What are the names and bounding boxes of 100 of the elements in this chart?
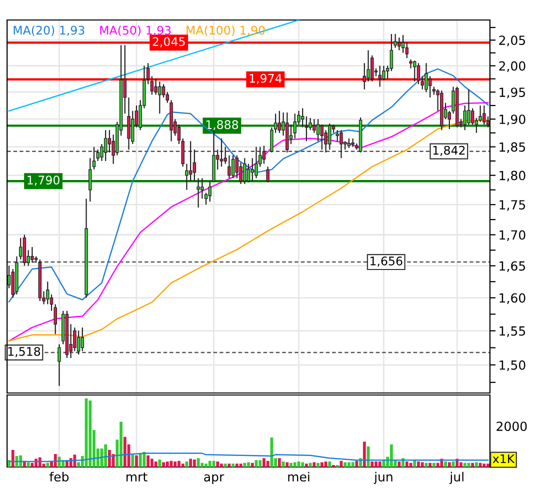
bar: [216, 462, 220, 467]
candlestick: [401, 34, 405, 54]
bar: [150, 458, 154, 467]
bar: [138, 453, 142, 467]
y-tick-label: 1,80: [500, 170, 526, 182]
candlestick: [293, 113, 296, 139]
bar: [278, 458, 281, 467]
y-tick-label: 2,00: [499, 61, 526, 72]
bar: [270, 438, 274, 467]
candlestick: [246, 163, 250, 183]
bar: [158, 459, 162, 467]
bar: [112, 454, 115, 467]
bar: [135, 455, 138, 467]
bar: [26, 462, 30, 467]
bar: [405, 462, 408, 467]
bar: [428, 462, 432, 467]
bar: [174, 462, 177, 467]
bar: [192, 459, 196, 467]
candlestick: [312, 118, 316, 134]
bar: [305, 464, 308, 467]
bar: [243, 462, 246, 467]
candlestick: [196, 178, 200, 208]
bar: [351, 462, 354, 467]
bar: [162, 462, 165, 467]
candlestick: [228, 154, 231, 179]
bar: [46, 462, 50, 467]
ref-line-label: 1,518: [8, 346, 40, 358]
bar: [11, 450, 14, 467]
bar: [436, 462, 440, 467]
y-tick-label: 1,60: [500, 293, 526, 304]
bar: [290, 462, 292, 467]
ref-line-label: 2,045: [152, 37, 185, 48]
candlestick: [30, 246, 34, 264]
bar: [316, 462, 320, 467]
candlestick: [58, 344, 61, 386]
y-tick-label: 1,65: [500, 261, 526, 272]
bar: [471, 462, 474, 467]
bar: [362, 442, 366, 467]
y-tick-label: 2,05: [499, 36, 526, 46]
bar: [123, 436, 126, 467]
candlestick: [482, 104, 486, 126]
x-tick-label: jun: [374, 472, 392, 484]
bar: [258, 460, 262, 467]
bar: [189, 458, 192, 467]
bar: [308, 462, 312, 467]
bar: [348, 462, 350, 467]
y-tick-label: 1,70: [500, 230, 526, 241]
text: MA(20) 1,93: [14, 26, 84, 36]
x-tick-label: feb: [50, 472, 69, 482]
candlestick: [154, 78, 158, 96]
bar: [482, 464, 486, 467]
y-tick-label: 1,95: [500, 88, 526, 98]
bar: [355, 460, 358, 467]
text: MA(100) 1,90: [186, 26, 265, 36]
candlestick: [390, 33, 394, 72]
bar: [474, 462, 478, 467]
candlestick: [220, 138, 224, 168]
bar: [312, 462, 316, 467]
y-tick-label: 1,85: [500, 142, 526, 154]
bar: [30, 462, 34, 467]
bar: [320, 462, 324, 467]
line-series: [8, 68, 489, 302]
text: 2000: [496, 422, 527, 432]
candlestick: [231, 154, 235, 179]
ref-line-label: 1,656: [370, 256, 402, 267]
bar: [370, 462, 374, 467]
bar: [432, 462, 436, 467]
bar: [328, 462, 332, 467]
candlestick: [150, 76, 154, 96]
bar: [181, 464, 184, 467]
text: x1K: [492, 454, 515, 464]
bar: [247, 462, 250, 467]
ref-line-label: 1,974: [250, 74, 282, 84]
bar: [463, 462, 466, 467]
candlestick: [409, 58, 412, 69]
bar: [232, 464, 235, 467]
bar: [166, 462, 169, 467]
candlestick: [80, 326, 84, 352]
bar: [108, 450, 111, 467]
candlestick: [300, 108, 304, 128]
x-tick-label: jul: [449, 472, 464, 484]
candlestick: [347, 138, 351, 149]
candlestick: [262, 145, 266, 164]
bar: [196, 458, 200, 467]
bar: [19, 455, 22, 467]
bar: [448, 462, 451, 467]
candlestick: [278, 110, 282, 134]
bar: [420, 462, 424, 467]
text: MA(50) 1,93: [100, 26, 171, 36]
bar: [73, 454, 76, 467]
bar: [154, 462, 158, 467]
bar: [378, 462, 382, 467]
candlestick: [76, 330, 80, 356]
bar: [390, 444, 393, 467]
bar: [262, 458, 266, 467]
candlestick: [378, 65, 382, 88]
candlestick: [243, 158, 246, 185]
bar: [417, 462, 420, 467]
bar: [208, 460, 212, 467]
candlestick: [54, 304, 57, 335]
